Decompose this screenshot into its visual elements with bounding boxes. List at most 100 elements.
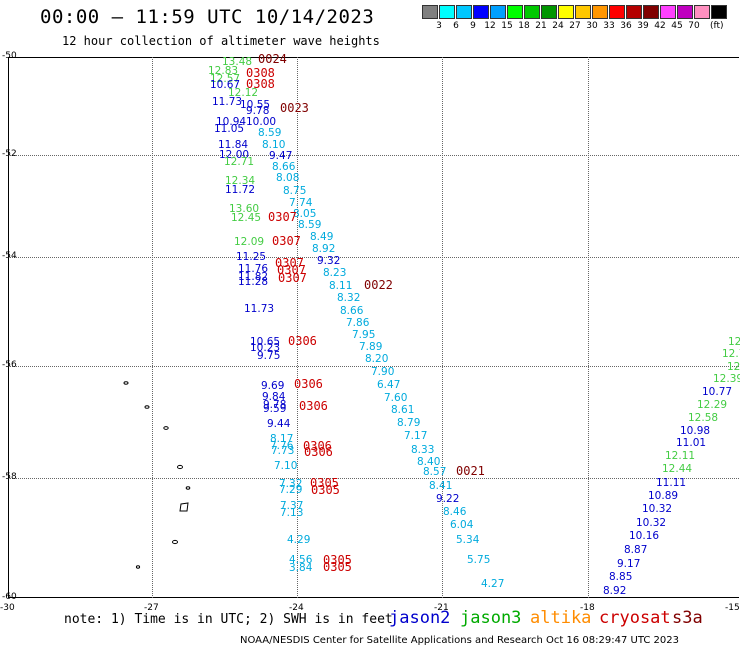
wave-height-value: 4.29 [287,534,311,546]
wave-height-value: 9.78 [263,399,287,411]
pass-time-label: 0021 [456,464,485,478]
legend-jason2: jason2 [389,608,451,628]
longitude-gridline [297,57,298,598]
color-scale-tick: 33 [603,21,615,31]
wave-height-value: 7.29 [279,484,303,496]
wave-height-value: 11.11 [656,477,687,489]
wave-height-value: 8.11 [329,280,353,292]
color-swatch [711,5,727,19]
wave-height-value: 10.32 [642,503,673,515]
legend-jason3: jason3 [460,608,522,628]
legend-s3a: s3a [672,608,703,628]
color-swatch [609,5,625,19]
island-shape [177,464,183,470]
pass-time-label: 0306 [299,399,328,413]
color-scale-tick: 70 [688,21,700,31]
pass-time-label: 0308 [246,66,275,80]
wave-height-value: 8.59 [258,127,282,139]
wave-height-value: 9.47 [269,150,293,162]
wave-height-value: 10.77 [702,386,733,398]
wave-height-value: 12.71 [224,156,255,168]
color-swatch [439,5,455,19]
island-shape [144,405,150,409]
pass-time-label: 0307 [272,234,301,248]
map-plot-frame [8,57,739,598]
longitude-label: -27 [144,603,159,613]
wave-height-value: 9.78 [246,105,270,117]
wave-height-value: 10.89 [648,490,679,502]
wave-height-value: 9.75 [257,350,281,362]
wave-height-value: 11.05 [214,123,245,135]
wave-height-value: 9.17 [617,558,641,570]
longitude-label: -24 [289,603,304,613]
wave-height-value: 11.01 [676,437,707,449]
wave-height-value: 7.90 [371,366,395,378]
pass-time-label: 0306 [294,377,323,391]
latitude-label: -58 [2,472,17,482]
wave-height-value: 11.72 [225,184,256,196]
color-swatch [473,5,489,19]
wave-height-value: 7.60 [384,392,408,404]
wave-height-value: 8.59 [298,219,322,231]
wave-height-value: 7.74 [289,197,313,209]
pass-time-label: 0022 [364,278,393,292]
wave-height-value: 13.60 [229,203,260,215]
color-scale-tick: 18 [518,21,530,31]
wave-height-value: 7.89 [359,341,383,353]
latitude-label: -56 [2,360,17,370]
longitude-gridline [588,57,589,598]
wave-height-value: 10.32 [636,517,667,529]
color-swatch [643,5,659,19]
wave-height-value: 11.28 [238,276,269,288]
wave-height-value: 8.33 [411,444,435,456]
wave-height-value: 9.44 [267,418,291,430]
color-scale-tick: 36 [620,21,632,31]
wave-height-value: 9.84 [262,391,286,403]
wave-height-value: 8.66 [340,305,364,317]
latitude-gridline [8,155,739,156]
wave-height-value: 8.20 [365,353,389,365]
wave-height-value: 8.79 [397,417,421,429]
color-swatch [558,5,574,19]
pass-time-label: 0307 [275,256,304,270]
wave-height-value: 10.55 [240,99,271,111]
pass-time-label: 0306 [304,445,333,459]
color-scale-tick: 42 [654,21,666,31]
island-shape [163,426,169,430]
color-scale-tick: 3 [436,21,442,31]
legend-cryosat: cryosat [599,608,671,628]
wave-height-value: 10.00 [246,116,277,128]
color-scale-tick: 9 [470,21,476,31]
island-shape [135,565,141,569]
wave-height-value: 8.17 [270,433,294,445]
wave-height-value: 8.40 [417,456,441,468]
wave-height-value: 3.84 [289,562,313,574]
wave-height-value: 8.85 [609,571,633,583]
wave-height-value: 11.25 [236,251,267,263]
color-swatch [541,5,557,19]
color-swatch [575,5,591,19]
wave-height-value: 10.98 [680,425,711,437]
wave-height-value: 12.00 [219,149,250,161]
pass-time-label: 0305 [323,553,352,567]
pass-time-label: 0307 [268,210,297,224]
wave-height-value: 7.73 [271,445,295,457]
wave-height-value: 4.27 [481,578,505,590]
wave-height-value: 12.75 [722,348,740,360]
wave-height-value: 12.62 [728,336,740,348]
wave-height-value: 9.69 [261,380,285,392]
latitude-label: -60 [2,592,17,602]
longitude-label: -30 [0,603,15,613]
legend-altika: altika [530,608,592,628]
wave-height-value: 11.73 [244,303,275,315]
latitude-label: -54 [2,251,17,261]
wave-height-value: 7.37 [280,500,304,512]
color-swatch [677,5,693,19]
wave-height-value: 9.32 [317,255,341,267]
wave-height-value: 13.48 [222,56,253,68]
color-scale-tick: 6 [453,21,459,31]
wave-height-value: 8.08 [276,172,300,184]
wave-height-value: 7.10 [274,460,298,472]
longitude-gridline [152,57,153,598]
wave-height-value: 8.57 [423,466,447,478]
